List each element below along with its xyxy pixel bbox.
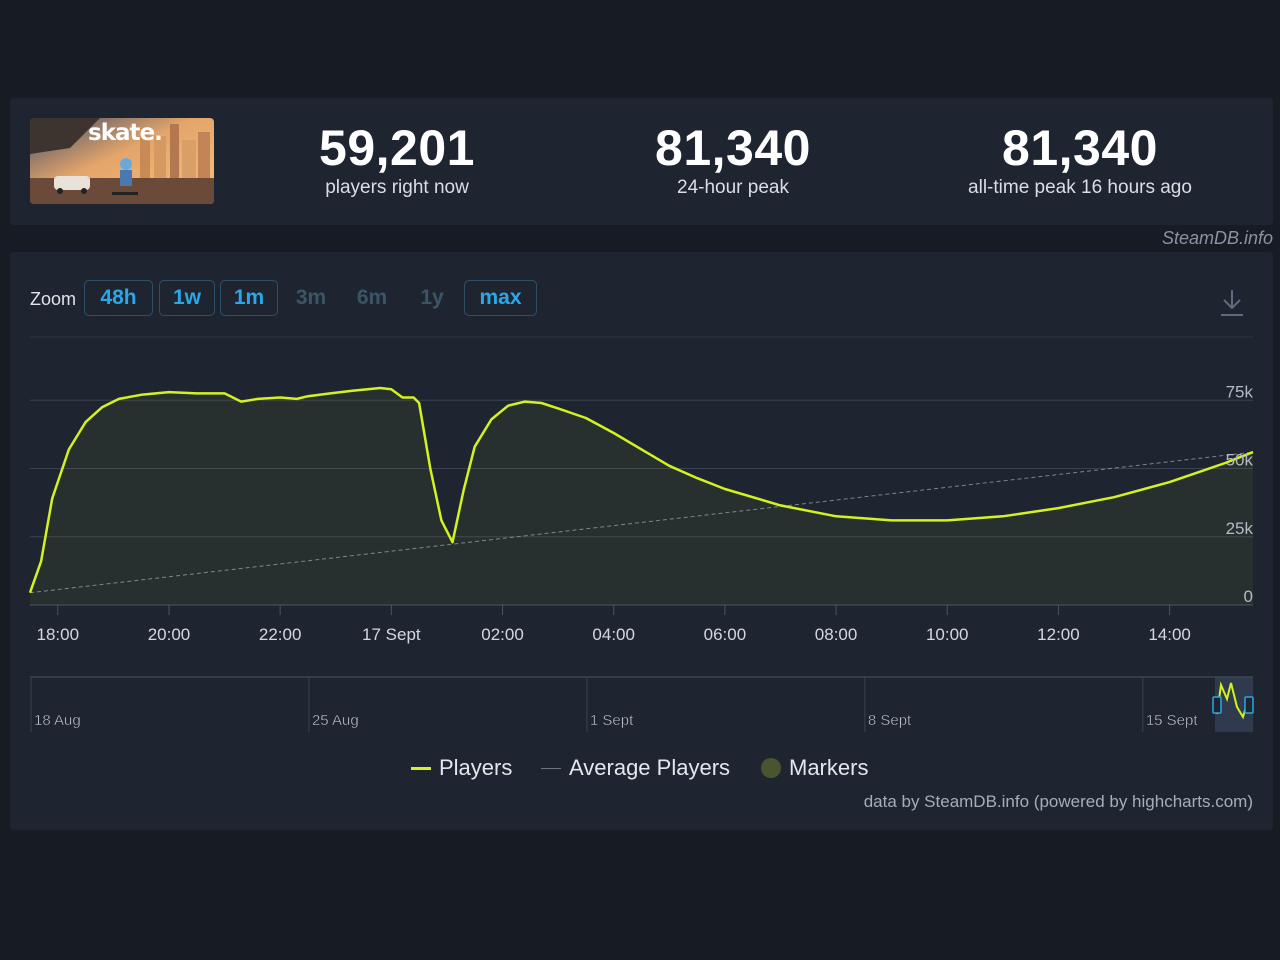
- game-title: skate.: [88, 120, 163, 146]
- y-tick-label: 50k: [1226, 451, 1254, 470]
- x-tick-label: 04:00: [592, 625, 635, 644]
- zoom-1y-button: 1y: [406, 280, 458, 316]
- zoom-3m-button: 3m: [284, 280, 338, 316]
- zoom-1m-button[interactable]: 1m: [220, 280, 278, 316]
- legend-players-label: Players: [439, 755, 513, 780]
- navigator-left-handle[interactable]: [1212, 696, 1222, 714]
- source-note[interactable]: data by SteamDB.info (powered by highcha…: [863, 792, 1253, 811]
- x-tick-label: 02:00: [481, 625, 524, 644]
- stat-value: 81,340: [655, 120, 811, 176]
- stat-value: 81,340: [1002, 120, 1158, 176]
- stat-label: 24-hour peak: [677, 177, 789, 198]
- players-legend-swatch: [411, 766, 431, 770]
- x-tick-label: 06:00: [704, 625, 747, 644]
- stat-current-players: 59,201 players right now: [237, 120, 557, 200]
- navigator-series-line: [1216, 681, 1250, 720]
- average-players-line: [29, 451, 1254, 594]
- zoom-max-button[interactable]: max: [464, 280, 537, 316]
- legend-markers[interactable]: Markers: [761, 755, 868, 781]
- x-tick-label: 17 Sept: [362, 625, 421, 644]
- x-tick-label: 20:00: [148, 625, 191, 644]
- legend-markers-label: Markers: [789, 755, 869, 780]
- y-tick-label: 75k: [1226, 382, 1254, 401]
- stat-all-time-peak: 81,340 all-time peak 16 hours ago: [920, 120, 1240, 200]
- player-count-chart[interactable]: 0 25k 50k 75k 18:00 20:00 22:00 17 Sept 02:00 04…: [10, 332, 1273, 752]
- stats-panel: skate. 59,201 players right now 81,340 2…: [10, 98, 1273, 225]
- navigator-label: 15 Sept: [1146, 712, 1199, 729]
- navigator-label: 18 Aug: [34, 712, 81, 729]
- zoom-label: Zoom: [30, 289, 77, 309]
- legend-average-label: Average Players: [569, 755, 731, 780]
- navigator-right-handle[interactable]: [1244, 696, 1254, 714]
- zoom-1w-button[interactable]: 1w: [159, 280, 215, 316]
- players-area: [30, 388, 1253, 605]
- y-tick-label: 0: [1244, 587, 1253, 606]
- x-tick-label: 14:00: [1148, 625, 1191, 644]
- average-legend-swatch: [541, 767, 561, 769]
- x-tick-label: 18:00: [37, 625, 80, 644]
- game-cover-image[interactable]: skate.: [30, 118, 214, 204]
- legend-players[interactable]: Players: [411, 755, 512, 781]
- x-tick-label: 10:00: [926, 625, 969, 644]
- navigator-label: 25 Aug: [312, 712, 359, 729]
- stat-24h-peak: 81,340 24-hour peak: [573, 120, 893, 200]
- download-icon[interactable]: [1219, 288, 1245, 318]
- stat-label: all-time peak 16 hours ago: [968, 177, 1192, 198]
- stat-label: players right now: [325, 177, 469, 198]
- x-tick-label: 22:00: [259, 625, 302, 644]
- legend-average-players[interactable]: Average Players: [541, 755, 730, 781]
- x-tick-label: 08:00: [815, 625, 858, 644]
- zoom-48h-button[interactable]: 48h: [84, 280, 153, 316]
- navigator-label: 1 Sept: [590, 712, 634, 729]
- y-tick-label: 25k: [1226, 519, 1254, 538]
- markers-legend-swatch: [761, 758, 781, 778]
- chart-legend: Players Average Players Markers: [10, 755, 1273, 785]
- x-tick-label: 12:00: [1037, 625, 1080, 644]
- players-series-line: [28, 386, 1254, 594]
- zoom-6m-button: 6m: [344, 280, 400, 316]
- chart-panel: Zoom 48h 1w 1m 3m 6m 1y max 0 25k 50k 75k 1…: [10, 252, 1273, 830]
- navigator-label: 8 Sept: [868, 712, 912, 729]
- stat-value: 59,201: [319, 120, 475, 176]
- game-cover-art: [30, 118, 214, 204]
- steamdb-credit[interactable]: SteamDB.info: [1161, 228, 1273, 248]
